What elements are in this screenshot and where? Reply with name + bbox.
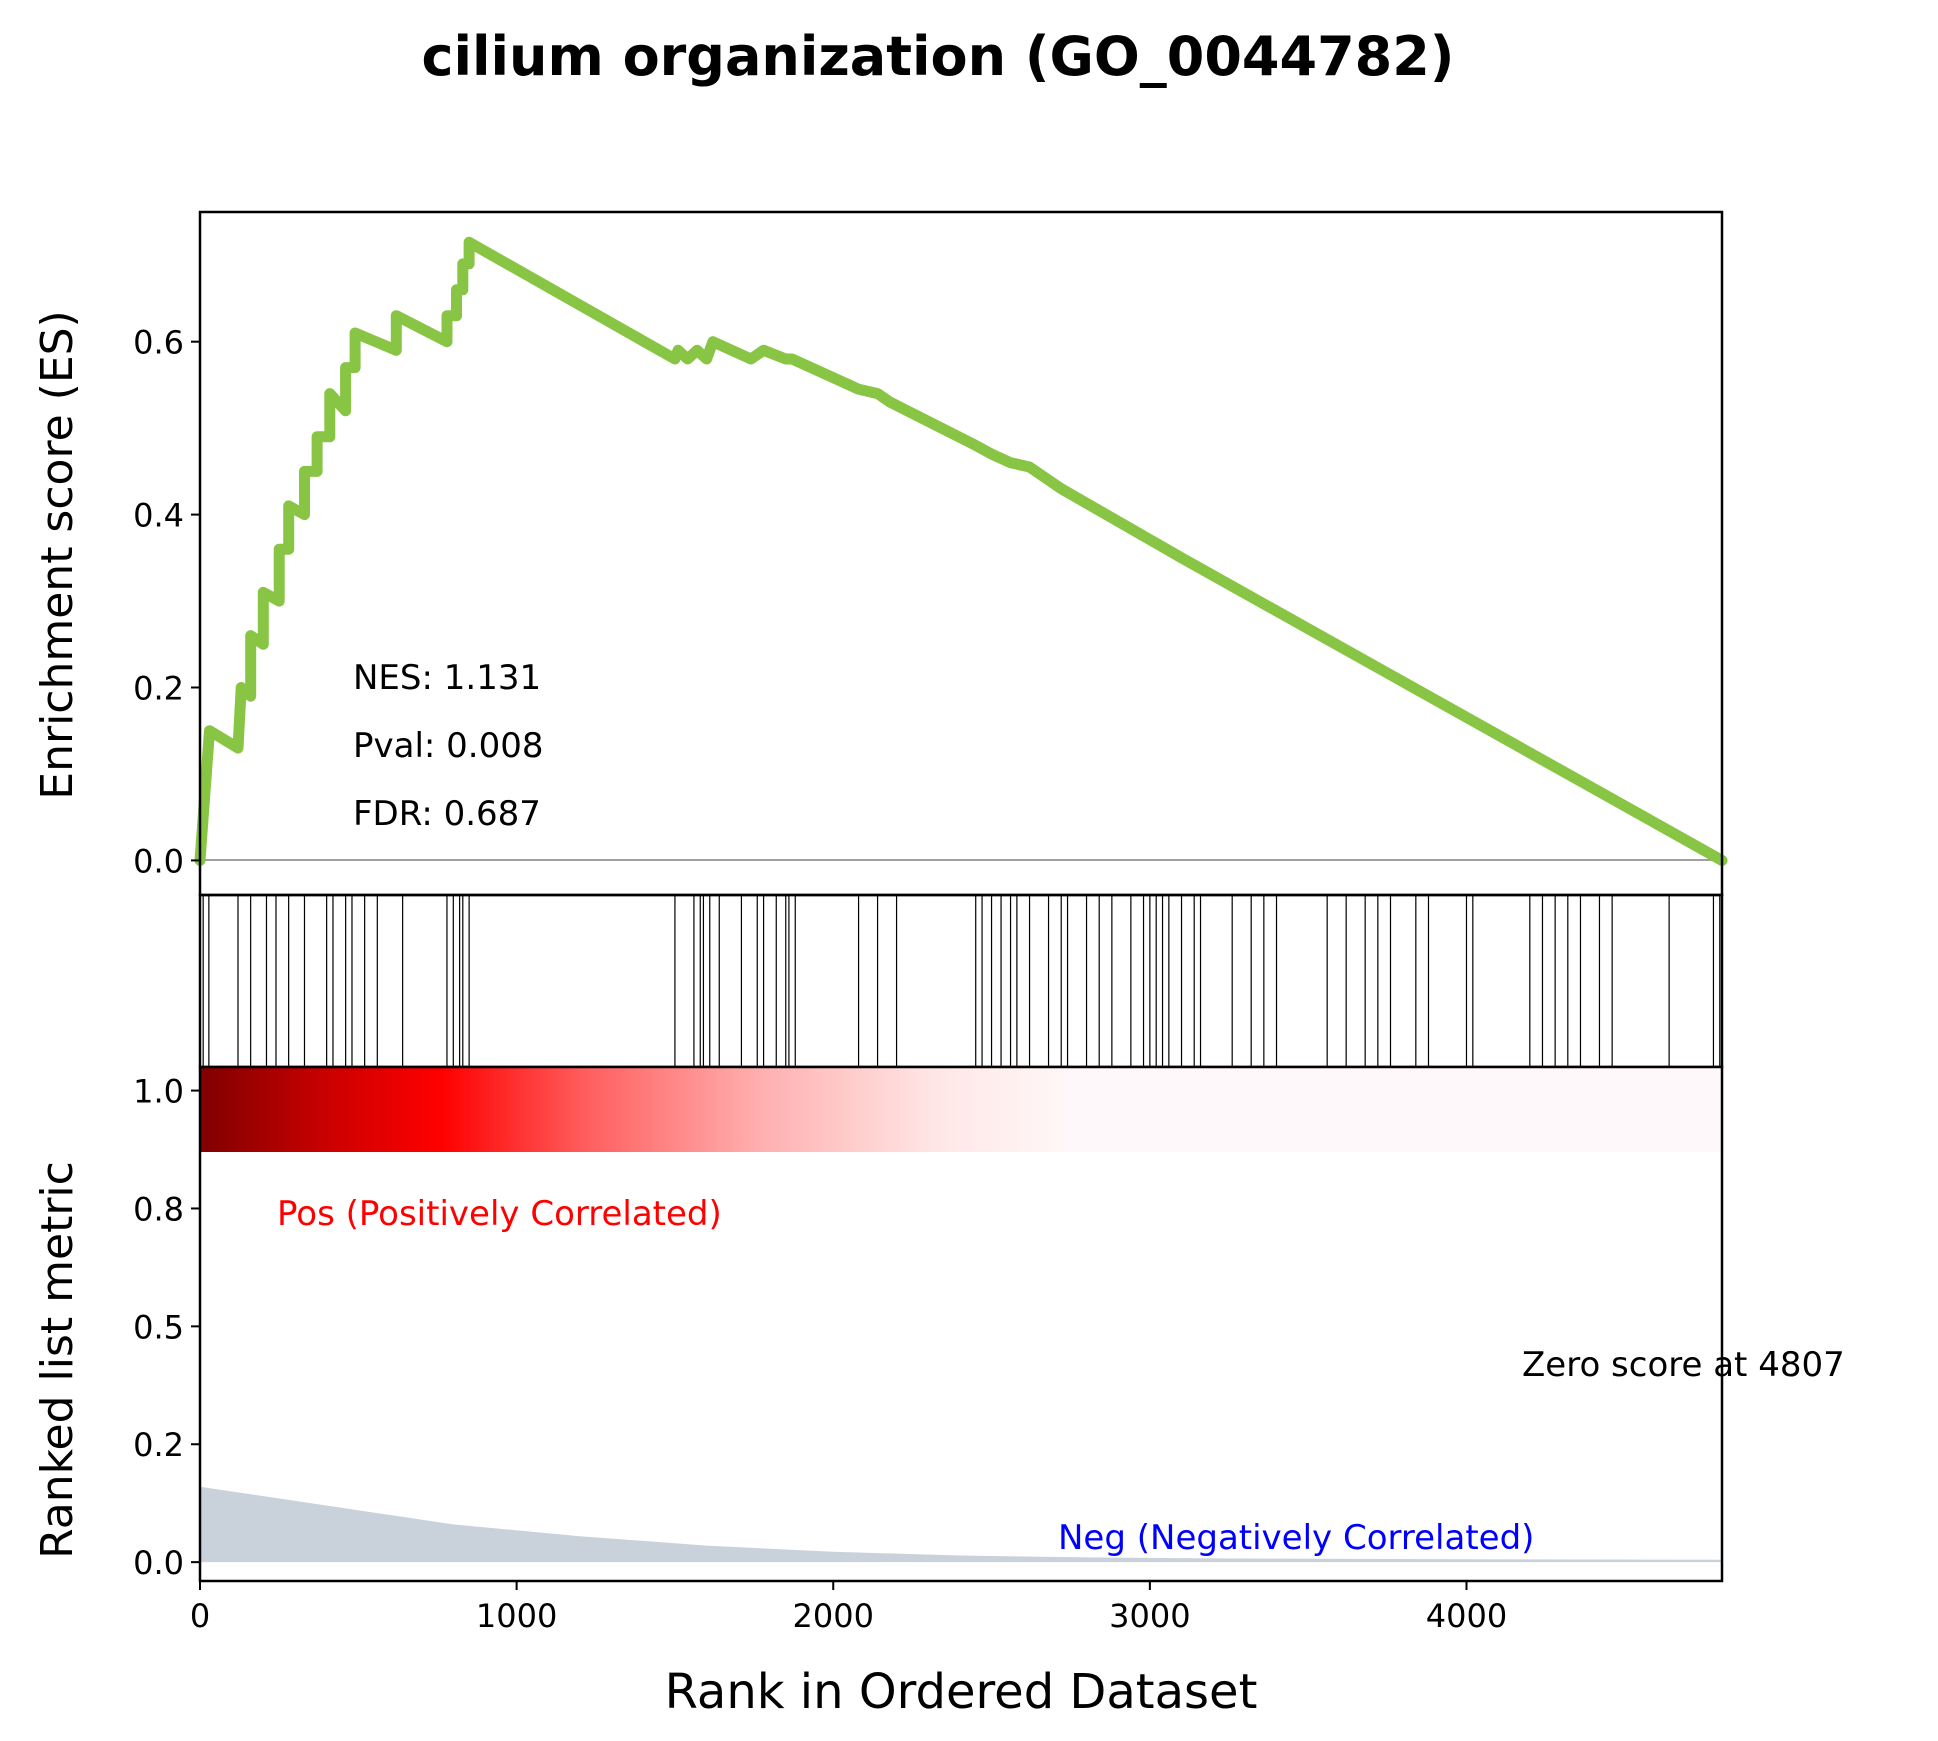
x-tick-label: 2000 <box>793 1597 874 1635</box>
x-tick-label: 0 <box>190 1597 210 1635</box>
es-y-ticks: 0.0 0.2 0.4 0.6 <box>133 324 200 880</box>
hits-panel-frame <box>198 893 1724 1069</box>
hits-panel <box>198 893 1724 1069</box>
metric-y-ticks: 0.0 0.2 0.5 0.8 1.0 <box>133 1073 200 1582</box>
metric-y-tick-label: 0.5 <box>133 1308 184 1346</box>
metric-panel: 0.0 0.2 0.5 0.8 1.0 Ranked list metric Pos (… <box>32 1065 1845 1583</box>
x-tick-label: 3000 <box>1109 1597 1190 1635</box>
es-line <box>194 236 1728 866</box>
hit-lines <box>202 895 1721 1067</box>
pos-label: Pos (Positively Correlated) <box>277 1194 722 1234</box>
metric-area <box>200 1486 1722 1563</box>
metric-y-label: Ranked list metric <box>32 1161 83 1559</box>
metric-y-tick-label: 1.0 <box>133 1073 184 1111</box>
es-y-tick-label: 0.0 <box>133 842 184 880</box>
chart-title: cilium organization (GO_0044782) <box>422 25 1455 88</box>
x-tick-label: 4000 <box>1426 1597 1507 1635</box>
metric-y-tick-label: 0.0 <box>133 1544 184 1582</box>
x-ticks: 0 1000 2000 3000 4000 <box>190 1581 1507 1635</box>
rank-color-gradient <box>200 1067 1065 1152</box>
es-y-tick-label: 0.4 <box>133 497 184 535</box>
metric-panel-frame <box>198 1065 1724 1583</box>
es-panel-frame <box>198 210 1724 897</box>
metric-y-tick-label: 0.8 <box>133 1190 184 1228</box>
neg-label: Neg (Negatively Correlated) <box>1058 1518 1534 1558</box>
zero-score-label: Zero score at 4807 <box>1522 1345 1845 1385</box>
es-y-tick-label: 0.2 <box>133 670 184 708</box>
fdr-stat: FDR: 0.687 <box>353 794 541 834</box>
nes-stat: NES: 1.131 <box>353 658 541 698</box>
x-tick-label: 1000 <box>476 1597 557 1635</box>
es-panel: 0.0 0.2 0.4 0.6 Enrichment score (ES) NES: … <box>32 210 1728 897</box>
es-y-tick-label: 0.6 <box>133 324 184 362</box>
pval-stat: Pval: 0.008 <box>353 726 544 766</box>
metric-y-tick-label: 0.2 <box>133 1426 184 1464</box>
es-y-label: Enrichment score (ES) <box>32 310 83 799</box>
x-axis-label: Rank in Ordered Dataset <box>665 1664 1258 1720</box>
